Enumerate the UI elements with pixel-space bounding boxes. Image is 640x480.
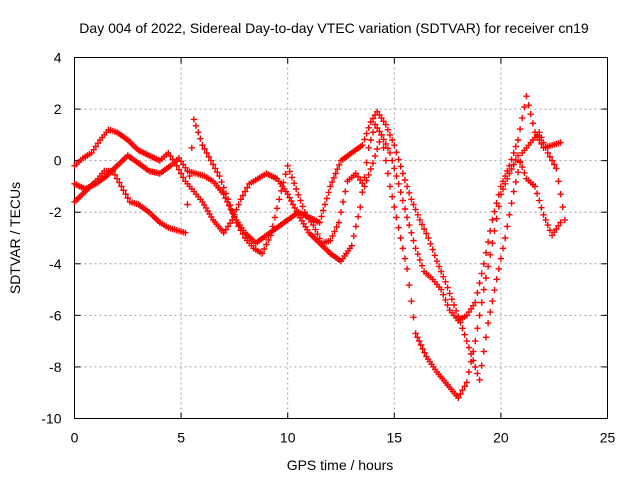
x-tick-label: 15 — [387, 430, 403, 446]
y-tick-label: -8 — [49, 359, 62, 375]
x-axis-title: GPS time / hours — [287, 457, 394, 473]
x-tick-label: 10 — [280, 430, 296, 446]
plot-frame — [74, 57, 608, 419]
y-tick-label: -2 — [49, 204, 62, 220]
x-tick-label: 20 — [493, 430, 509, 446]
y-tick-label: 2 — [54, 101, 62, 117]
x-tick-label: 5 — [177, 430, 185, 446]
data-point-markers — [71, 116, 564, 402]
y-tick-label: 0 — [54, 153, 62, 169]
x-tick-label: 25 — [600, 430, 616, 446]
series-track-2 — [71, 108, 569, 383]
chart-title: Day 004 of 2022, Sidereal Day-to-day VTE… — [79, 20, 589, 36]
y-tick-labels: -10 -8 -6 -4 -2 0 2 4 — [41, 50, 61, 427]
y-tick-label: -4 — [49, 256, 62, 272]
y-tick-label: -6 — [49, 307, 62, 323]
data-point-markers — [71, 108, 569, 383]
x-tick-labels: 0 5 10 15 20 25 — [71, 430, 616, 446]
axis-ticks — [74, 57, 608, 419]
data-points — [71, 93, 569, 402]
x-tick-label: 0 — [71, 430, 79, 446]
series-track-3 — [71, 116, 564, 402]
y-axis-title: SDTVAR / TECUs — [7, 182, 23, 294]
y-tick-label: 4 — [54, 50, 62, 66]
y-tick-label: -10 — [41, 411, 61, 427]
